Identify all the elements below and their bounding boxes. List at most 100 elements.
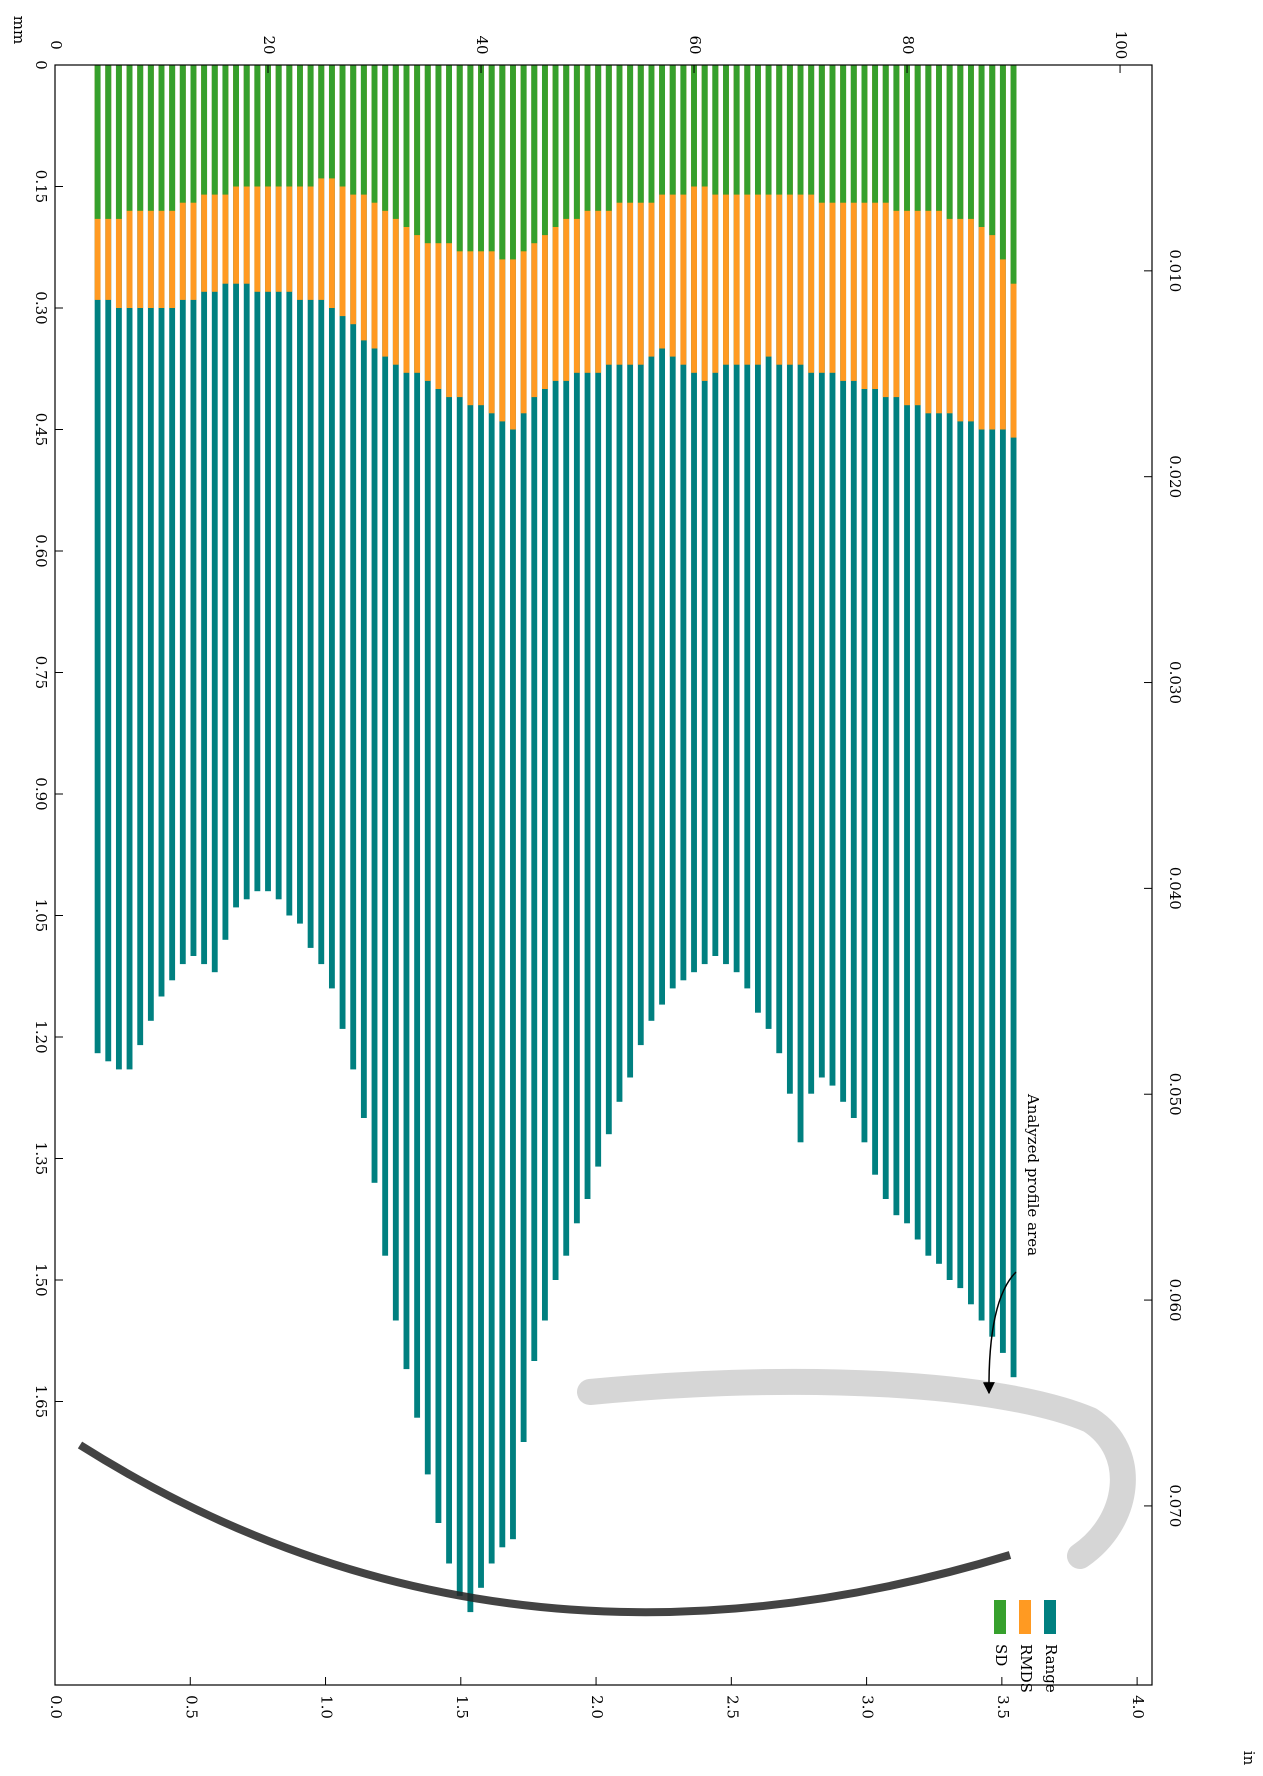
bar xyxy=(957,65,964,422)
bar xyxy=(861,65,868,1143)
bar xyxy=(520,65,527,1442)
legend-label: SD xyxy=(992,1644,1010,1666)
bar xyxy=(275,65,282,187)
bar xyxy=(808,65,815,1094)
bar xyxy=(648,65,655,357)
bar xyxy=(904,65,910,211)
bar xyxy=(371,65,378,1183)
x-tick-label: 40 xyxy=(473,35,491,54)
bar xyxy=(1010,65,1017,1378)
bar xyxy=(701,65,708,187)
bar xyxy=(818,65,825,1078)
bar xyxy=(520,65,527,252)
bar xyxy=(254,65,261,187)
bar xyxy=(776,65,783,195)
bar xyxy=(584,65,591,1199)
bar xyxy=(201,65,208,195)
bar xyxy=(914,65,921,406)
bar xyxy=(499,65,506,1548)
bar xyxy=(723,65,729,365)
bar xyxy=(1010,65,1017,284)
bar xyxy=(222,65,229,940)
bar xyxy=(659,65,666,349)
bar xyxy=(637,65,644,365)
bar xyxy=(318,65,325,179)
bar xyxy=(147,65,154,1021)
bar xyxy=(190,65,197,956)
bar xyxy=(744,65,751,195)
bar xyxy=(733,65,740,973)
bar xyxy=(936,65,942,211)
legend-label: Range xyxy=(1042,1644,1060,1693)
bar xyxy=(680,65,687,195)
bar xyxy=(925,65,932,1256)
bar xyxy=(510,65,516,1540)
bar xyxy=(392,65,399,1321)
bar xyxy=(339,65,346,187)
bar xyxy=(648,65,655,1021)
x2-tick-label: 0.5 xyxy=(182,1695,200,1719)
y2-tick-label: 0.020 xyxy=(1166,455,1184,498)
bar xyxy=(755,65,761,1013)
bar xyxy=(339,65,346,317)
y-tick-label: 1.20 xyxy=(32,1020,50,1053)
bar xyxy=(467,65,474,1613)
bar xyxy=(872,65,879,1175)
bar xyxy=(105,65,112,219)
bar xyxy=(573,65,580,219)
bar xyxy=(701,65,708,381)
bar xyxy=(115,65,122,219)
bar xyxy=(265,65,271,187)
bar xyxy=(701,65,708,965)
bar xyxy=(786,65,793,195)
bar xyxy=(669,65,676,989)
y-tick-label: 0.90 xyxy=(32,777,50,810)
bar xyxy=(137,65,144,1046)
bar xyxy=(723,65,729,965)
bar xyxy=(957,65,964,219)
bar xyxy=(605,65,612,211)
bar xyxy=(861,65,868,389)
x2-tick-label: 2.0 xyxy=(588,1695,606,1719)
bar xyxy=(946,65,953,1280)
bar xyxy=(563,65,570,1256)
bar xyxy=(169,65,176,981)
bar xyxy=(158,65,165,997)
bar xyxy=(297,65,303,187)
y-tick-label: 0.15 xyxy=(32,170,50,203)
bar xyxy=(797,65,804,1143)
bar xyxy=(861,65,868,203)
bar xyxy=(297,65,303,924)
bar xyxy=(627,65,634,1078)
bar xyxy=(403,65,410,227)
bar xyxy=(424,65,431,244)
x2-tick-label: 3.0 xyxy=(859,1695,877,1719)
bar xyxy=(510,65,516,260)
bar xyxy=(456,65,463,252)
bar xyxy=(158,65,165,211)
bar xyxy=(531,65,538,244)
bar xyxy=(797,65,804,365)
bar xyxy=(467,65,474,252)
bar xyxy=(765,65,772,357)
bar xyxy=(595,65,602,1167)
x2-axis-label: in xyxy=(1240,1751,1258,1766)
bar xyxy=(999,65,1006,260)
bar xyxy=(882,65,889,398)
bar xyxy=(978,65,985,1321)
bar xyxy=(637,65,644,203)
y-tick-label: 1.65 xyxy=(32,1385,50,1418)
bar xyxy=(371,65,378,349)
bar xyxy=(360,65,367,1118)
bar xyxy=(605,65,612,365)
y2-tick-label: 0.030 xyxy=(1166,661,1184,704)
bar xyxy=(893,65,900,1216)
bar xyxy=(882,65,889,203)
bar xyxy=(893,65,900,211)
bar xyxy=(925,65,932,211)
bar xyxy=(403,65,410,1370)
x-tick-label: 60 xyxy=(686,35,704,54)
bar xyxy=(968,65,974,219)
bar xyxy=(968,65,974,422)
